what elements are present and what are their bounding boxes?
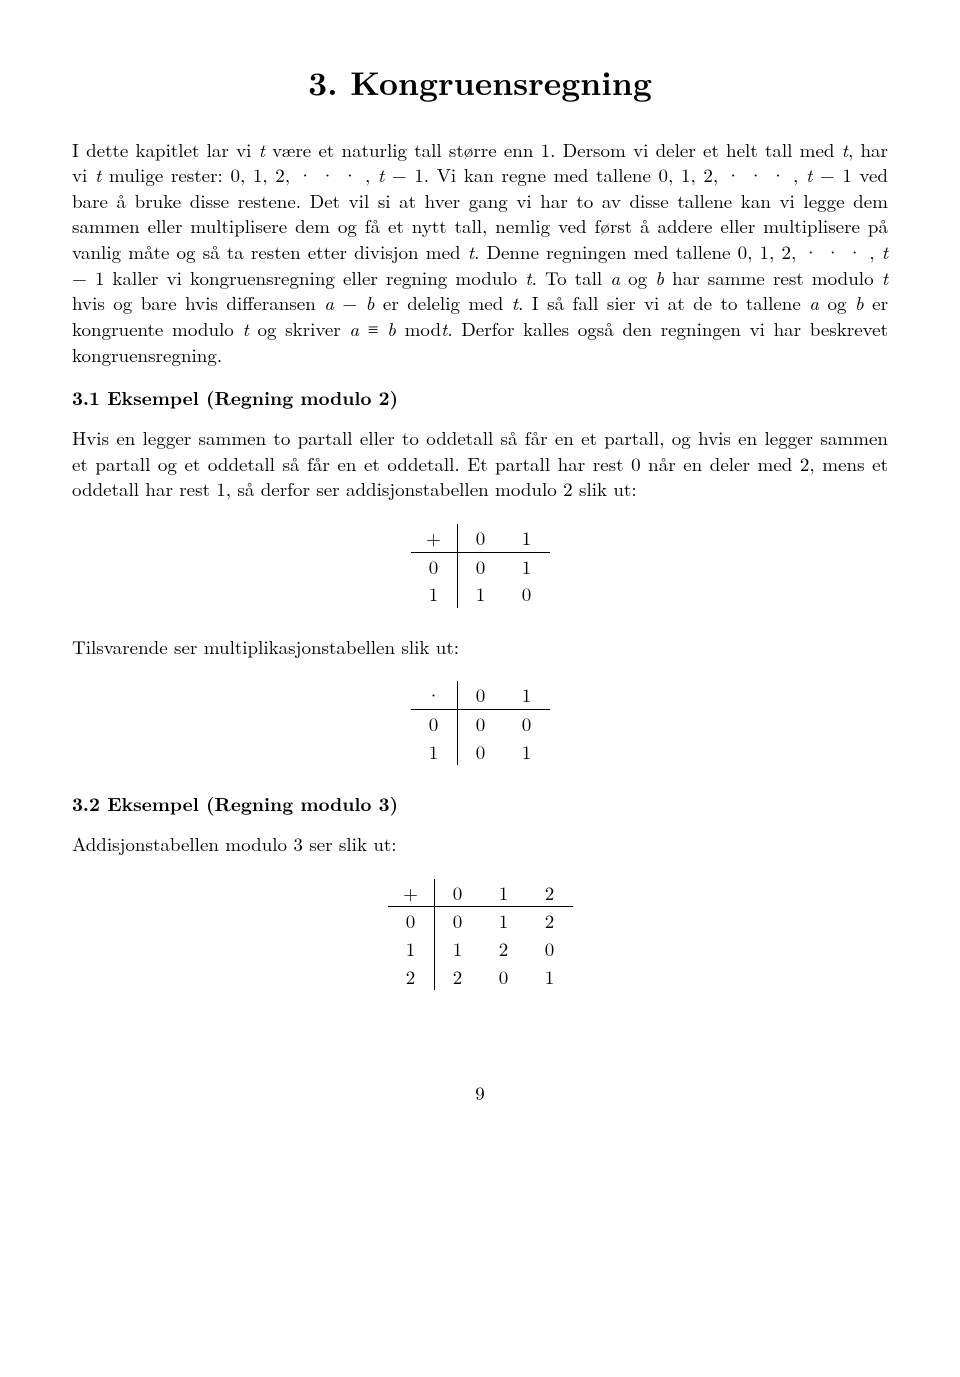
multiplication-table-mod2: · 0 1 0 0 0 1 0 1 xyxy=(411,681,550,765)
page-number: 9 xyxy=(72,1080,888,1106)
text: har samme rest modulo xyxy=(664,264,882,291)
page-title: 3. Kongruensregning xyxy=(72,60,888,105)
table-cell: 1 xyxy=(481,879,527,907)
var-a: a xyxy=(809,289,819,316)
text: ≡ xyxy=(359,315,387,342)
text: og skriver xyxy=(249,315,350,342)
table-cell: 1 xyxy=(388,935,435,963)
table-cell: 0 xyxy=(457,524,504,552)
text: være et naturlig tall større enn 1. Ders… xyxy=(265,136,842,163)
table-cell: 1 xyxy=(504,524,550,552)
table-cell: 2 xyxy=(388,963,435,991)
text: . I så fall sier vi at de to tallene xyxy=(518,289,809,316)
table-cell: 0 xyxy=(457,681,504,709)
table-cell: 2 xyxy=(527,879,573,907)
text: − 1. Vi kan regne med tallene 0, 1, 2, ·… xyxy=(384,161,806,188)
table-cell: 0 xyxy=(481,963,527,991)
var-a: a xyxy=(349,315,359,342)
text: og xyxy=(620,264,655,291)
op-symbol: + xyxy=(411,524,458,552)
table-cell: 1 xyxy=(527,963,573,991)
table-cell: 1 xyxy=(504,552,550,580)
var-b: b xyxy=(855,289,864,316)
table-cell: 0 xyxy=(504,580,550,608)
text: − 1 kaller vi kongruensregning eller reg… xyxy=(72,264,525,291)
table-cell: 1 xyxy=(411,580,458,608)
text: og xyxy=(819,289,855,316)
text: mod xyxy=(396,315,441,342)
var-a: a xyxy=(324,289,334,316)
table-cell: 0 xyxy=(457,738,504,766)
table-cell: 1 xyxy=(504,738,550,766)
table-cell: 2 xyxy=(434,963,481,991)
op-symbol: + xyxy=(388,879,435,907)
section-3-1-heading: 3.1 Eksempel (Regning modulo 2) xyxy=(72,385,888,411)
text: hvis og bare hvis differansen xyxy=(72,289,324,316)
table-cell: 0 xyxy=(527,935,573,963)
para-3-1b: Tilsvarende ser multiplikasjonstabellen … xyxy=(72,634,888,660)
para-3-1: Hvis en legger sammen to partall eller t… xyxy=(72,425,888,502)
table-cell: 0 xyxy=(504,710,550,738)
text: I dette kapitlet lar vi xyxy=(72,136,259,163)
intro-paragraph: I dette kapitlet lar vi t være et naturl… xyxy=(72,137,888,368)
text: er delelig med xyxy=(374,289,511,316)
table-cell: 0 xyxy=(457,710,504,738)
text: mulige rester: 0, 1, 2, · · · , xyxy=(101,161,378,188)
op-symbol: · xyxy=(411,681,458,709)
table-cell: 1 xyxy=(411,738,458,766)
table-cell: 0 xyxy=(434,879,481,907)
table-cell: 2 xyxy=(527,907,573,935)
table-cell: 1 xyxy=(481,907,527,935)
table-cell: 0 xyxy=(434,907,481,935)
var-t: t xyxy=(882,264,888,291)
table-cell: 0 xyxy=(411,552,458,580)
table-cell: 0 xyxy=(411,710,458,738)
addition-table-mod3: + 0 1 2 0 0 1 2 1 1 2 0 2 2 0 1 xyxy=(388,879,573,991)
var-t: t xyxy=(882,238,888,265)
addition-table-mod2: + 0 1 0 0 1 1 1 0 xyxy=(411,524,550,608)
text: . To tall xyxy=(532,264,611,291)
var-b: b xyxy=(387,315,396,342)
table-cell: 1 xyxy=(504,681,550,709)
para-3-2: Addisjonstabellen modulo 3 ser slik ut: xyxy=(72,831,888,857)
text: − xyxy=(334,289,366,316)
table-cell: 0 xyxy=(388,907,435,935)
table-cell: 1 xyxy=(434,935,481,963)
var-a: a xyxy=(610,264,620,291)
table-cell: 0 xyxy=(457,552,504,580)
text: . Denne regningen med tallene 0, 1, 2, ·… xyxy=(474,238,882,265)
table-cell: 2 xyxy=(481,935,527,963)
table-cell: 1 xyxy=(457,580,504,608)
section-3-2-heading: 3.2 Eksempel (Regning modulo 3) xyxy=(72,791,888,817)
var-b: b xyxy=(655,264,664,291)
